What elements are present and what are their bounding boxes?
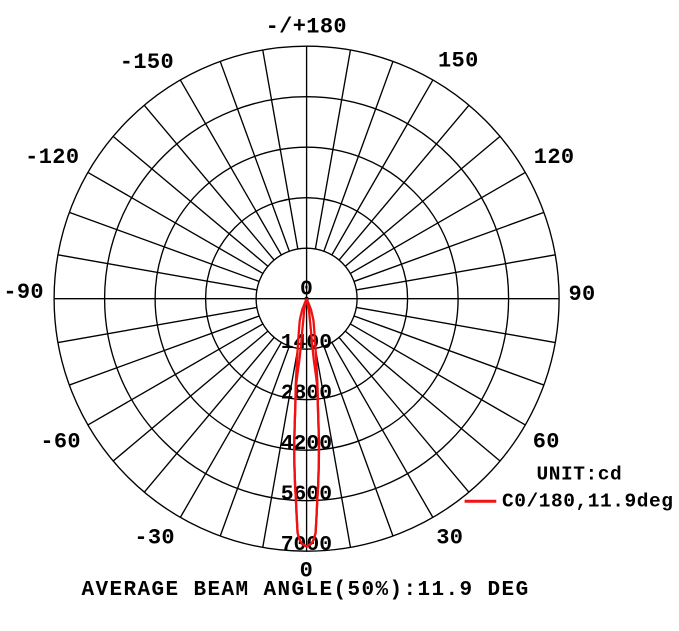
svg-text:-/+180: -/+180 xyxy=(266,15,347,40)
svg-text:UNIT:cd: UNIT:cd xyxy=(537,463,623,485)
svg-text:-90: -90 xyxy=(3,280,44,305)
svg-text:60: 60 xyxy=(533,430,560,455)
svg-text:-60: -60 xyxy=(40,430,81,455)
svg-text:5600: 5600 xyxy=(281,483,332,507)
svg-text:0: 0 xyxy=(300,558,314,583)
svg-text:150: 150 xyxy=(438,49,479,74)
svg-text:30: 30 xyxy=(436,525,463,550)
svg-text:120: 120 xyxy=(534,145,575,170)
svg-text:90: 90 xyxy=(569,282,596,307)
svg-text:-150: -150 xyxy=(120,50,174,75)
svg-text:AVERAGE BEAM ANGLE(50%):11.9 D: AVERAGE BEAM ANGLE(50%):11.9 DEG xyxy=(82,579,530,602)
svg-text:4200: 4200 xyxy=(281,432,332,456)
svg-text:C0/180,11.9deg: C0/180,11.9deg xyxy=(502,491,674,513)
svg-text:-30: -30 xyxy=(134,526,175,551)
svg-text:0: 0 xyxy=(300,278,313,302)
svg-text:2800: 2800 xyxy=(281,382,332,406)
svg-text:1400: 1400 xyxy=(281,331,332,355)
svg-text:-120: -120 xyxy=(25,145,79,170)
